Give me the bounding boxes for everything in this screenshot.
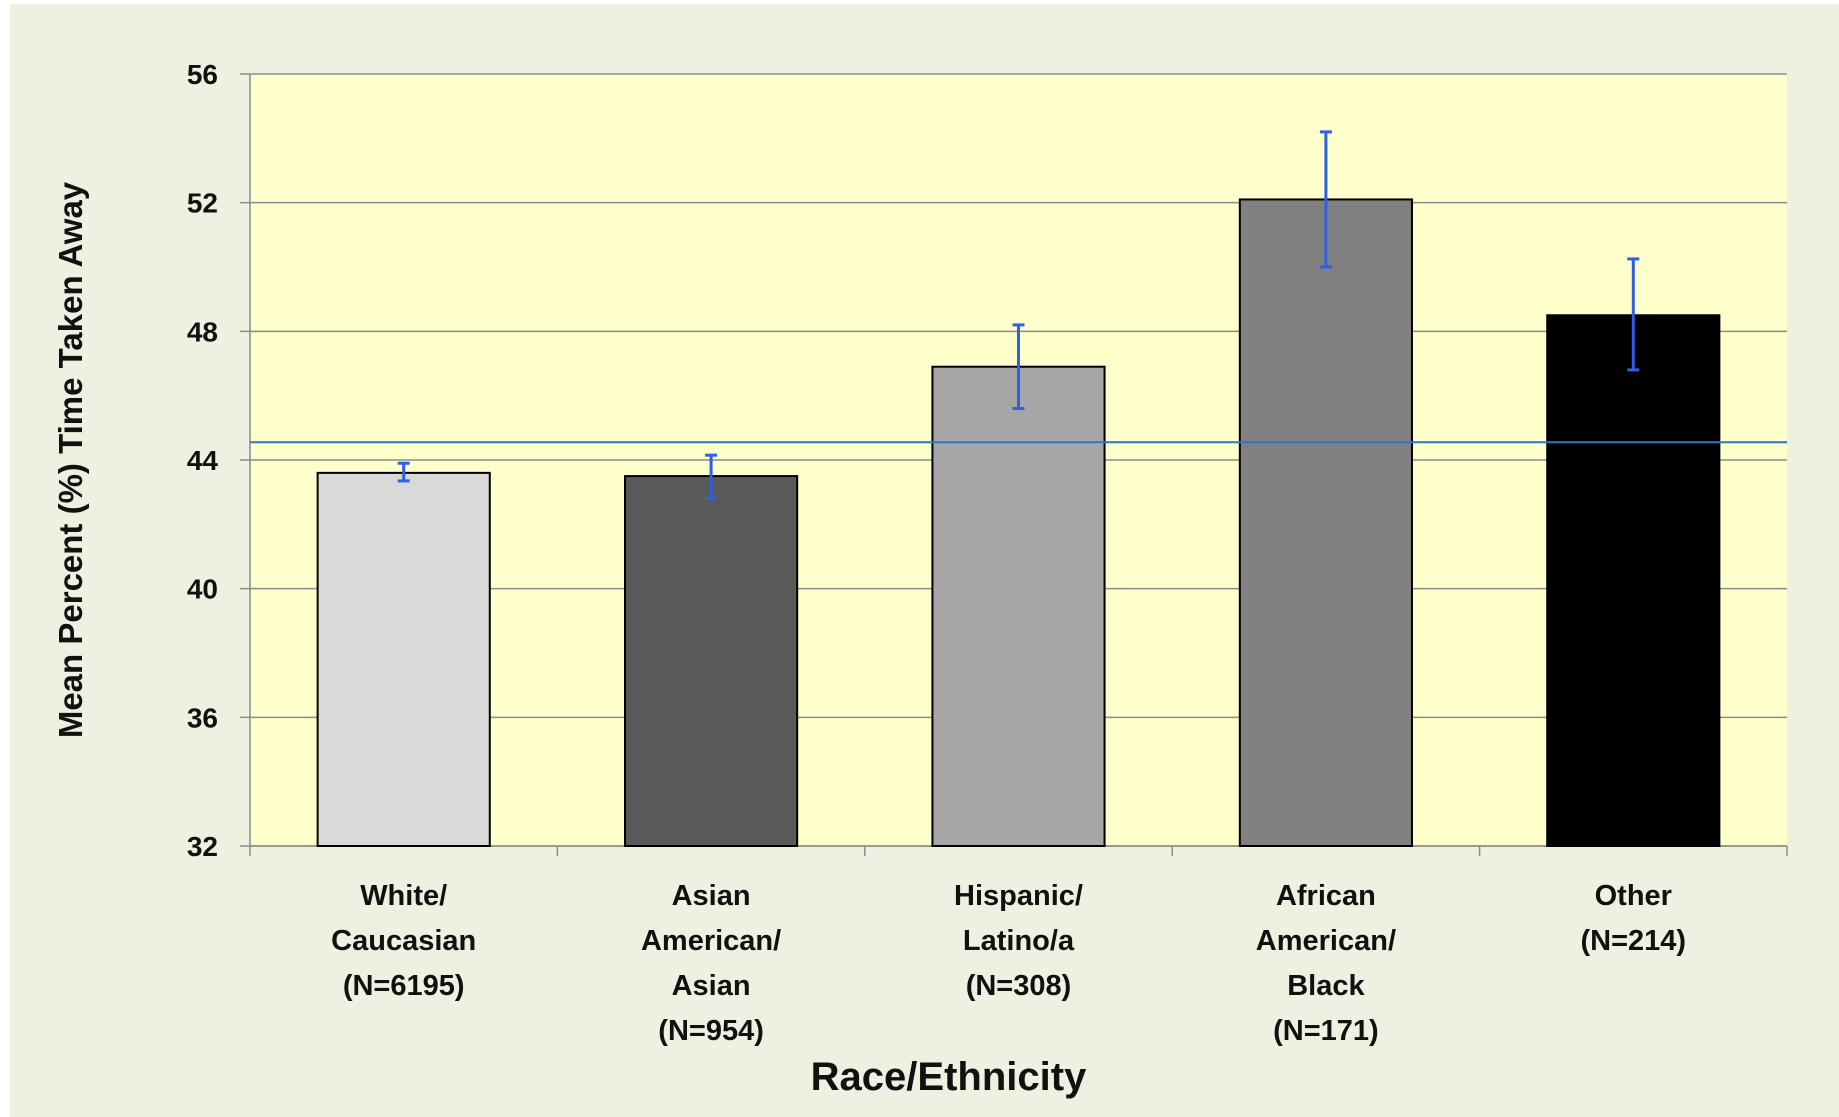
category-label: (N=954) — [658, 1015, 764, 1047]
bar — [1238, 198, 1413, 847]
category-label: White/ — [360, 880, 447, 912]
category-label: American/ — [641, 925, 781, 957]
category-label: Hispanic/ — [954, 880, 1083, 912]
category-label: Asian — [672, 970, 751, 1002]
category-label: (N=214) — [1581, 925, 1687, 957]
category-label: African — [1276, 880, 1376, 912]
bar — [624, 475, 799, 847]
category-label: Asian — [672, 880, 751, 912]
y-tick-label: 32 — [187, 831, 218, 862]
category-label: American/ — [1256, 925, 1396, 957]
y-tick-label: 56 — [187, 59, 218, 90]
category-label: (N=171) — [1273, 1015, 1379, 1047]
category-label: Latino/a — [963, 925, 1075, 957]
bar — [931, 365, 1106, 847]
bar — [316, 471, 491, 847]
bar — [1546, 314, 1721, 847]
category-label: Other — [1595, 880, 1672, 912]
y-tick-label: 40 — [187, 574, 218, 605]
category-label: Caucasian — [331, 925, 476, 957]
y-tick-label: 36 — [187, 702, 218, 733]
y-tick-label: 44 — [187, 445, 219, 476]
category-label: (N=308) — [966, 970, 1072, 1002]
category-label: (N=6195) — [343, 970, 465, 1002]
y-tick-label: 48 — [187, 316, 218, 347]
y-axis-title: Mean Percent (%) Time Taken Away — [52, 181, 89, 738]
x-axis-title: Race/Ethnicity — [811, 1055, 1087, 1099]
category-label: Black — [1287, 970, 1365, 1002]
y-tick-label: 52 — [187, 188, 218, 219]
